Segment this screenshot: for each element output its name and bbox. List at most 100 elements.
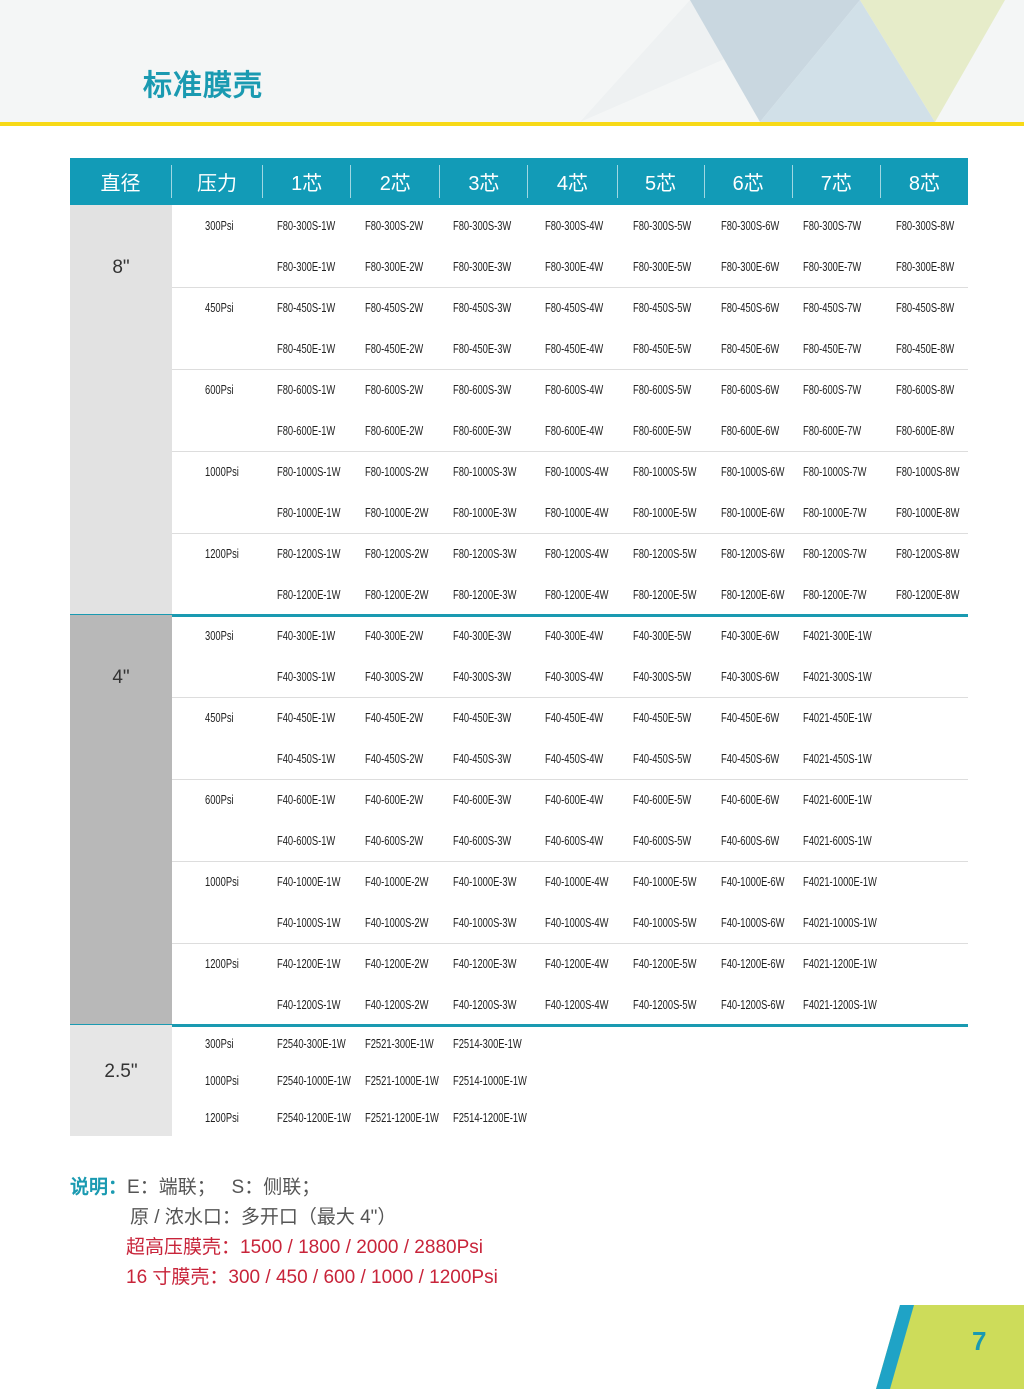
model-cell: F80-300S-7W [803, 218, 862, 233]
model-cell: F80-300E-1W [277, 259, 336, 274]
model-cell: F80-450E-7W [803, 341, 862, 356]
model-cell: F40-450S-6W [721, 751, 780, 766]
model-cell: F80-600E-5W [633, 423, 692, 438]
diameter-cell: 8" [70, 205, 172, 615]
model-cell: F40-450E-1W [277, 710, 336, 725]
model-cell: F4021-1000E-1W [803, 874, 877, 889]
model-cell: F80-300E-2W [365, 259, 424, 274]
model-cell: F80-1000E-4W [545, 505, 609, 520]
model-cell: F40-1000E-5W [633, 874, 697, 889]
model-cell: F80-300E-8W [896, 259, 955, 274]
model-cell: F80-600E-4W [545, 423, 604, 438]
table-row: F80-1000E-1W F80-1000E-2W F80-1000E-3W F80-… [172, 492, 968, 534]
model-cell: F40-450E-4W [545, 710, 604, 725]
model-cell: F40-300S-2W [365, 669, 424, 684]
notes-line-3: 超高压膜壳：1500 / 1800 / 2000 / 2880Psi [126, 1237, 483, 1258]
model-cell: F80-1000E-8W [896, 505, 960, 520]
model-cell: F80-600E-2W [365, 423, 424, 438]
column-header: 8芯 [908, 173, 941, 195]
pressure-cell: 300Psi [205, 628, 234, 643]
table-row: 450Psi F80-450S-1W F80-450S-2W F80-450S-3W F… [172, 287, 968, 328]
model-cell: F80-300S-8W [896, 218, 955, 233]
table-row: F80-1200E-1W F80-1200E-2W F80-1200E-3W F80-… [172, 574, 968, 615]
model-cell: F80-1000S-1W [277, 464, 341, 479]
table-row: 1200Psi F2540-1200E-1W F2521-1200E-1W F2514… [172, 1099, 968, 1136]
table-row: 1000Psi F2540-1000E-1W F2521-1000E-1W F2514… [172, 1062, 968, 1099]
table-row: F40-1000S-1W F40-1000S-2W F40-1000S-3W F40-… [172, 902, 968, 944]
model-cell: F80-1200S-7W [803, 546, 867, 561]
model-cell: F40-450E-5W [633, 710, 692, 725]
model-cell: F80-1200S-6W [721, 546, 785, 561]
model-cell: F40-1200E-3W [453, 956, 517, 971]
model-cell: F40-1000S-4W [545, 915, 609, 930]
pressure-cell: 450Psi [205, 300, 234, 315]
model-cell: F80-1000S-8W [896, 464, 960, 479]
pressure-cell: 450Psi [205, 710, 234, 725]
model-cell: F4021-1200E-1W [803, 956, 877, 971]
model-cell: F40-600E-6W [721, 792, 780, 807]
model-cell: F80-600E-3W [453, 423, 512, 438]
column-header: 3芯 [440, 165, 529, 198]
model-cell: F40-450S-5W [633, 751, 692, 766]
model-cell: F80-450S-8W [896, 300, 955, 315]
notes-label: 说明： [70, 1176, 128, 1198]
model-cell: F40-1200E-1W [277, 956, 341, 971]
column-header: 直径 [70, 165, 172, 198]
model-cell: F40-600E-1W [277, 792, 336, 807]
model-cell: F40-300S-5W [633, 669, 692, 684]
model-cell: F80-450S-3W [453, 300, 512, 315]
model-cell: F80-300S-5W [633, 218, 692, 233]
model-cell: F80-450S-5W [633, 300, 692, 315]
model-cell: F80-300S-4W [545, 218, 604, 233]
page-corner-decoration [876, 1305, 1024, 1389]
model-cell: F80-1200E-6W [721, 587, 785, 602]
model-cell: F80-1200E-7W [803, 587, 867, 602]
pressure-cell: 600Psi [205, 382, 234, 397]
model-cell: F80-1200S-4W [545, 546, 609, 561]
model-cell: F40-1200S-3W [453, 997, 517, 1012]
notes-line-1: E：端联； S：侧联； [127, 1177, 321, 1198]
model-cell: F40-1200E-6W [721, 956, 785, 971]
model-cell: F2514-1200E-1W [453, 1110, 527, 1125]
model-cell: F80-600E-6W [721, 423, 780, 438]
model-cell: F80-450E-8W [896, 341, 955, 356]
model-cell: F80-1200S-3W [453, 546, 517, 561]
model-cell: F40-1200S-1W [277, 997, 341, 1012]
model-cell: F40-1200E-4W [545, 956, 609, 971]
notes-line-4: 16 寸膜壳：300 / 450 / 600 / 1000 / 1200Psi [126, 1267, 498, 1288]
model-cell: F80-600E-8W [896, 423, 955, 438]
model-cell: F40-450S-2W [365, 751, 424, 766]
column-header: 1芯 [263, 165, 352, 198]
block-divider [70, 1024, 968, 1027]
model-cell: F80-1000E-5W [633, 505, 697, 520]
column-header: 4芯 [528, 165, 618, 198]
model-cell: F2521-1000E-1W [365, 1073, 439, 1088]
model-cell: F4021-1200S-1W [803, 997, 877, 1012]
model-cell: F40-600E-4W [545, 792, 604, 807]
model-cell: F4021-450S-1W [803, 751, 872, 766]
model-cell: F80-1200E-5W [633, 587, 697, 602]
model-cell: F80-600S-7W [803, 382, 862, 397]
model-cell: F80-600S-3W [453, 382, 512, 397]
model-cell: F80-1200E-8W [896, 587, 960, 602]
model-cell: F80-1200S-1W [277, 546, 341, 561]
header-banner [0, 0, 1024, 122]
model-cell: F80-600S-4W [545, 382, 604, 397]
model-cell: F2514-300E-1W [453, 1036, 522, 1051]
table-row: F40-450S-1W F40-450S-2W F40-450S-3W F40-450… [172, 738, 968, 780]
model-cell: F80-300E-4W [545, 259, 604, 274]
model-cell: F40-600E-3W [453, 792, 512, 807]
model-cell: F40-1000E-6W [721, 874, 785, 889]
model-cell: F40-1000S-5W [633, 915, 697, 930]
model-cell: F40-600S-4W [545, 833, 604, 848]
model-cell: F40-300S-1W [277, 669, 336, 684]
model-cell: F40-600E-2W [365, 792, 424, 807]
model-cell: F4021-600E-1W [803, 792, 872, 807]
model-cell: F40-1000E-1W [277, 874, 341, 889]
pressure-cell: 300Psi [205, 1036, 234, 1051]
table-row: F40-600S-1W F40-600S-2W F40-600S-3W F40-600… [172, 820, 968, 862]
model-cell: F80-300S-6W [721, 218, 780, 233]
model-cell: F80-1200E-4W [545, 587, 609, 602]
model-cell: F40-300S-4W [545, 669, 604, 684]
notes: 说明：E：端联； S：侧联； 原 / 浓水口：多开口（最大 4"） 超高压膜壳：… [70, 1172, 498, 1293]
